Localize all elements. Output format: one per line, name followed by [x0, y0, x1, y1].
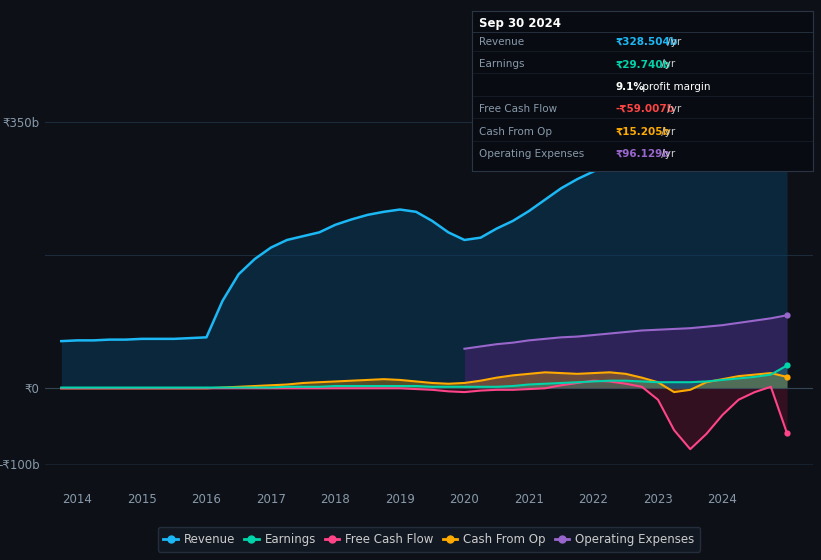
Text: Operating Expenses: Operating Expenses: [479, 149, 584, 159]
Text: ₹96.129b: ₹96.129b: [616, 149, 671, 159]
Text: /yr: /yr: [664, 37, 681, 47]
Text: Cash From Op: Cash From Op: [479, 127, 552, 137]
Text: ₹15.205b: ₹15.205b: [616, 127, 671, 137]
Text: Sep 30 2024: Sep 30 2024: [479, 17, 561, 30]
Text: Earnings: Earnings: [479, 59, 524, 69]
Text: /yr: /yr: [658, 149, 676, 159]
Text: /yr: /yr: [658, 127, 676, 137]
Text: /yr: /yr: [658, 59, 676, 69]
Text: ₹328.504b: ₹328.504b: [616, 37, 678, 47]
Text: 9.1%: 9.1%: [616, 82, 644, 92]
Text: -₹59.007b: -₹59.007b: [616, 104, 675, 114]
Text: Free Cash Flow: Free Cash Flow: [479, 104, 557, 114]
Text: Revenue: Revenue: [479, 37, 524, 47]
Legend: Revenue, Earnings, Free Cash Flow, Cash From Op, Operating Expenses: Revenue, Earnings, Free Cash Flow, Cash …: [158, 527, 700, 552]
Text: ₹29.740b: ₹29.740b: [616, 59, 671, 69]
Text: /yr: /yr: [664, 104, 681, 114]
Text: profit margin: profit margin: [639, 82, 710, 92]
